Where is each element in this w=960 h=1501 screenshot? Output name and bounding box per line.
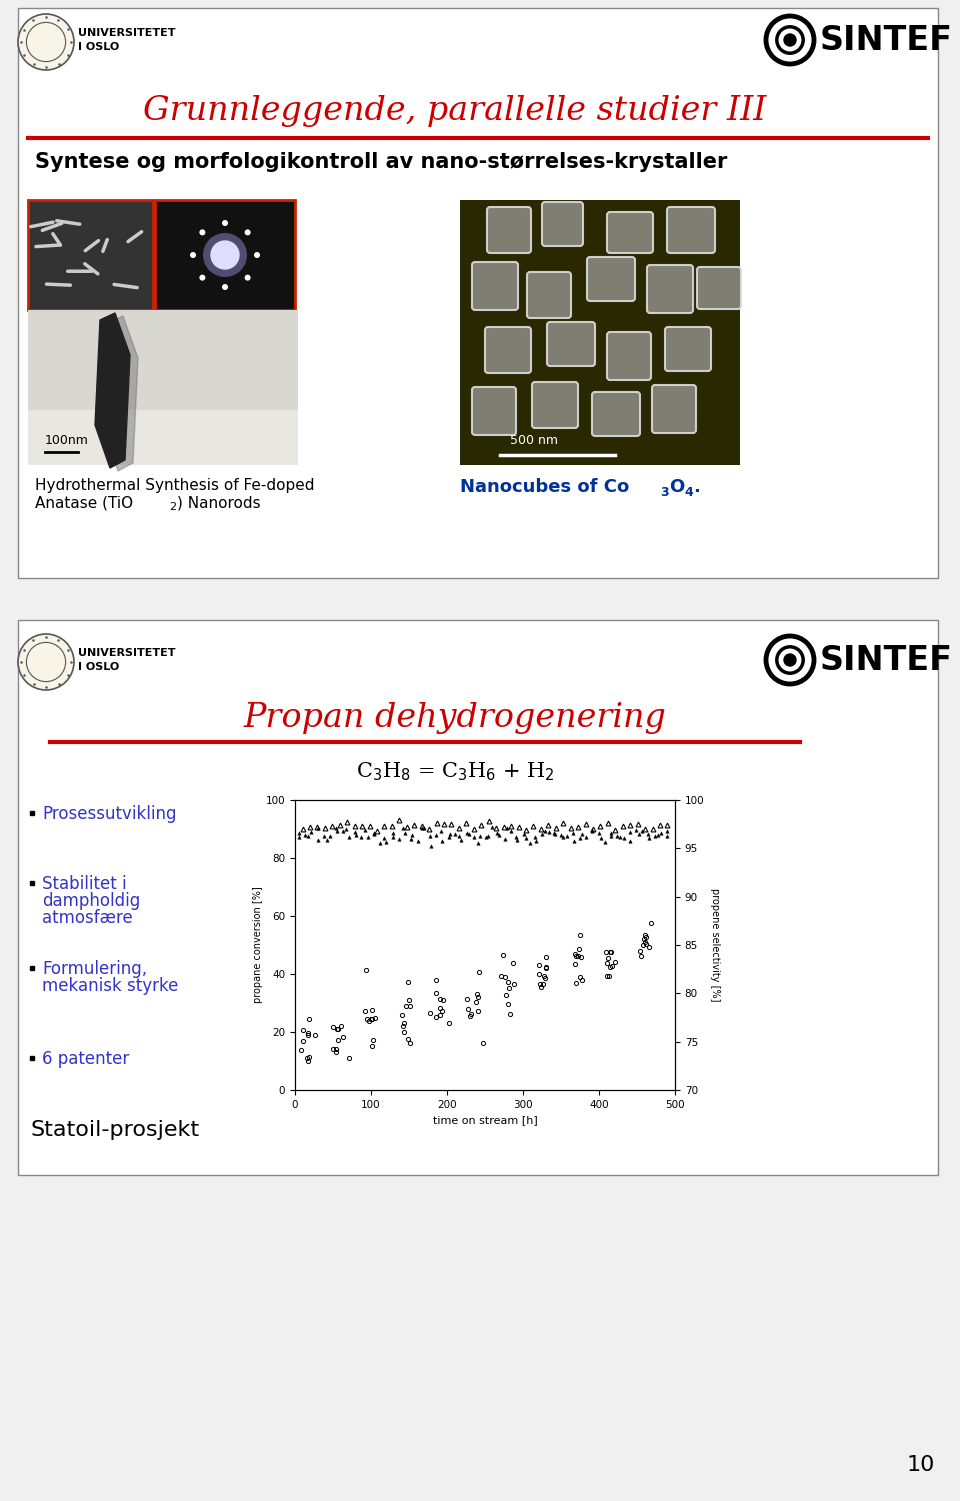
FancyBboxPatch shape [527, 272, 571, 318]
Circle shape [222, 284, 228, 290]
Text: Anatase (TiO: Anatase (TiO [35, 495, 133, 510]
Text: dampholdig: dampholdig [42, 892, 140, 910]
FancyBboxPatch shape [607, 212, 653, 254]
Text: 6 patenter: 6 patenter [42, 1051, 130, 1069]
FancyBboxPatch shape [665, 327, 711, 371]
Text: mekanisk styrke: mekanisk styrke [42, 977, 179, 995]
Circle shape [203, 233, 247, 278]
Circle shape [784, 654, 796, 666]
Text: Hydrothermal Synthesis of Fe-doped: Hydrothermal Synthesis of Fe-doped [35, 477, 315, 492]
FancyBboxPatch shape [647, 266, 693, 314]
Circle shape [784, 35, 796, 47]
FancyBboxPatch shape [667, 207, 715, 254]
FancyBboxPatch shape [697, 267, 741, 309]
FancyBboxPatch shape [652, 384, 696, 432]
FancyBboxPatch shape [485, 327, 531, 374]
Circle shape [245, 230, 251, 236]
Text: 10: 10 [906, 1454, 935, 1475]
Circle shape [777, 647, 804, 674]
Text: SINTEF: SINTEF [820, 644, 953, 677]
Circle shape [18, 633, 74, 690]
Text: SINTEF: SINTEF [820, 24, 953, 57]
FancyBboxPatch shape [587, 257, 635, 302]
Circle shape [254, 252, 260, 258]
Circle shape [222, 221, 228, 227]
FancyBboxPatch shape [532, 381, 578, 428]
Text: I OSLO: I OSLO [78, 662, 119, 672]
Text: 100nm: 100nm [45, 434, 89, 447]
Text: I OSLO: I OSLO [78, 42, 119, 53]
Text: Nanocubes of Co: Nanocubes of Co [460, 477, 629, 495]
Text: O: O [669, 477, 684, 495]
FancyBboxPatch shape [547, 323, 595, 366]
Text: UNIVERSITETET: UNIVERSITETET [78, 648, 176, 657]
Text: 2: 2 [169, 501, 176, 512]
Polygon shape [95, 314, 130, 468]
Text: Stabilitet i: Stabilitet i [42, 875, 127, 893]
FancyBboxPatch shape [18, 8, 938, 578]
Circle shape [18, 14, 74, 71]
Text: Syntese og morfologikontroll av nano-størrelses-krystaller: Syntese og morfologikontroll av nano-stø… [35, 152, 728, 173]
Circle shape [190, 252, 196, 258]
Text: .: . [693, 477, 700, 495]
Y-axis label: propane conversion [%]: propane conversion [%] [252, 887, 263, 1003]
FancyBboxPatch shape [542, 203, 583, 246]
FancyBboxPatch shape [28, 311, 298, 465]
Text: Grunnleggende, parallelle studier III: Grunnleggende, parallelle studier III [143, 95, 767, 128]
FancyBboxPatch shape [487, 207, 531, 254]
Text: Formulering,: Formulering, [42, 961, 147, 979]
FancyBboxPatch shape [592, 392, 640, 435]
Polygon shape [103, 317, 138, 471]
Circle shape [766, 17, 814, 65]
Text: atmosfære: atmosfære [42, 910, 132, 928]
Circle shape [766, 636, 814, 684]
Text: Prosessutvikling: Prosessutvikling [42, 805, 177, 823]
FancyBboxPatch shape [472, 387, 516, 435]
FancyBboxPatch shape [28, 410, 298, 465]
Circle shape [200, 230, 205, 236]
Text: UNIVERSITETET: UNIVERSITETET [78, 29, 176, 38]
Text: ) Nanorods: ) Nanorods [177, 495, 260, 510]
Text: Statoil-prosjekt: Statoil-prosjekt [30, 1120, 199, 1139]
FancyBboxPatch shape [472, 263, 518, 311]
Circle shape [245, 275, 251, 281]
Circle shape [211, 242, 239, 269]
Text: 4: 4 [684, 486, 693, 498]
Text: 3: 3 [660, 486, 668, 498]
Text: C$_3$H$_8$ = C$_3$H$_6$ + H$_2$: C$_3$H$_8$ = C$_3$H$_6$ + H$_2$ [356, 760, 554, 782]
Circle shape [200, 275, 205, 281]
Y-axis label: propene selectivity [%]: propene selectivity [%] [709, 889, 720, 1001]
FancyBboxPatch shape [18, 620, 938, 1175]
Text: 500 nm: 500 nm [510, 434, 558, 447]
Text: Propan dehydrogenering: Propan dehydrogenering [244, 702, 666, 734]
Circle shape [777, 27, 804, 53]
FancyBboxPatch shape [155, 200, 295, 311]
FancyBboxPatch shape [607, 332, 651, 380]
X-axis label: time on stream [h]: time on stream [h] [433, 1115, 538, 1126]
FancyBboxPatch shape [28, 200, 153, 311]
FancyBboxPatch shape [460, 200, 740, 465]
